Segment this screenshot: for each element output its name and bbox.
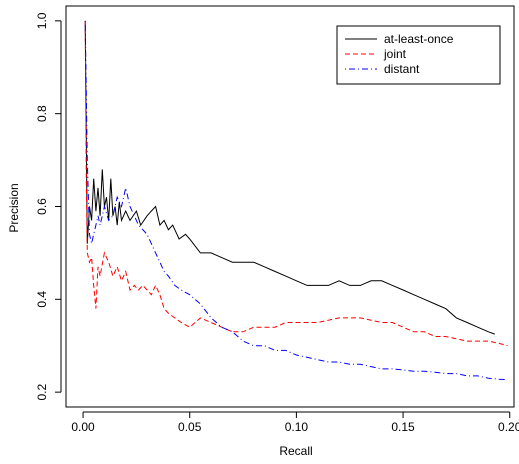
y-tick-label: 0.2 — [35, 383, 49, 400]
x-axis-label: Recall — [279, 444, 312, 458]
x-tick-label: 0.15 — [391, 420, 415, 434]
plot-frame — [65, 5, 515, 408]
x-tick-label: 0.20 — [498, 420, 519, 434]
x-tick-label: 0.00 — [71, 420, 95, 434]
legend-box — [336, 25, 501, 85]
x-tick-label: 0.10 — [285, 420, 309, 434]
legend-label-distant: distant — [384, 62, 420, 76]
y-tick-label: 0.8 — [35, 105, 49, 122]
y-tick-label: 0.6 — [35, 198, 49, 215]
y-tick-label: 1.0 — [35, 12, 49, 29]
y-tick-label: 0.4 — [35, 291, 49, 308]
series-line-joint — [84, 20, 508, 347]
series-line-distant — [84, 20, 508, 381]
y-axis-label: Precision — [7, 183, 21, 232]
legend-label-joint: joint — [383, 47, 407, 61]
legend-label-at-least-once: at-least-once — [384, 32, 454, 46]
x-tick-label: 0.05 — [178, 420, 202, 434]
series-line-at-least-once — [84, 20, 495, 335]
